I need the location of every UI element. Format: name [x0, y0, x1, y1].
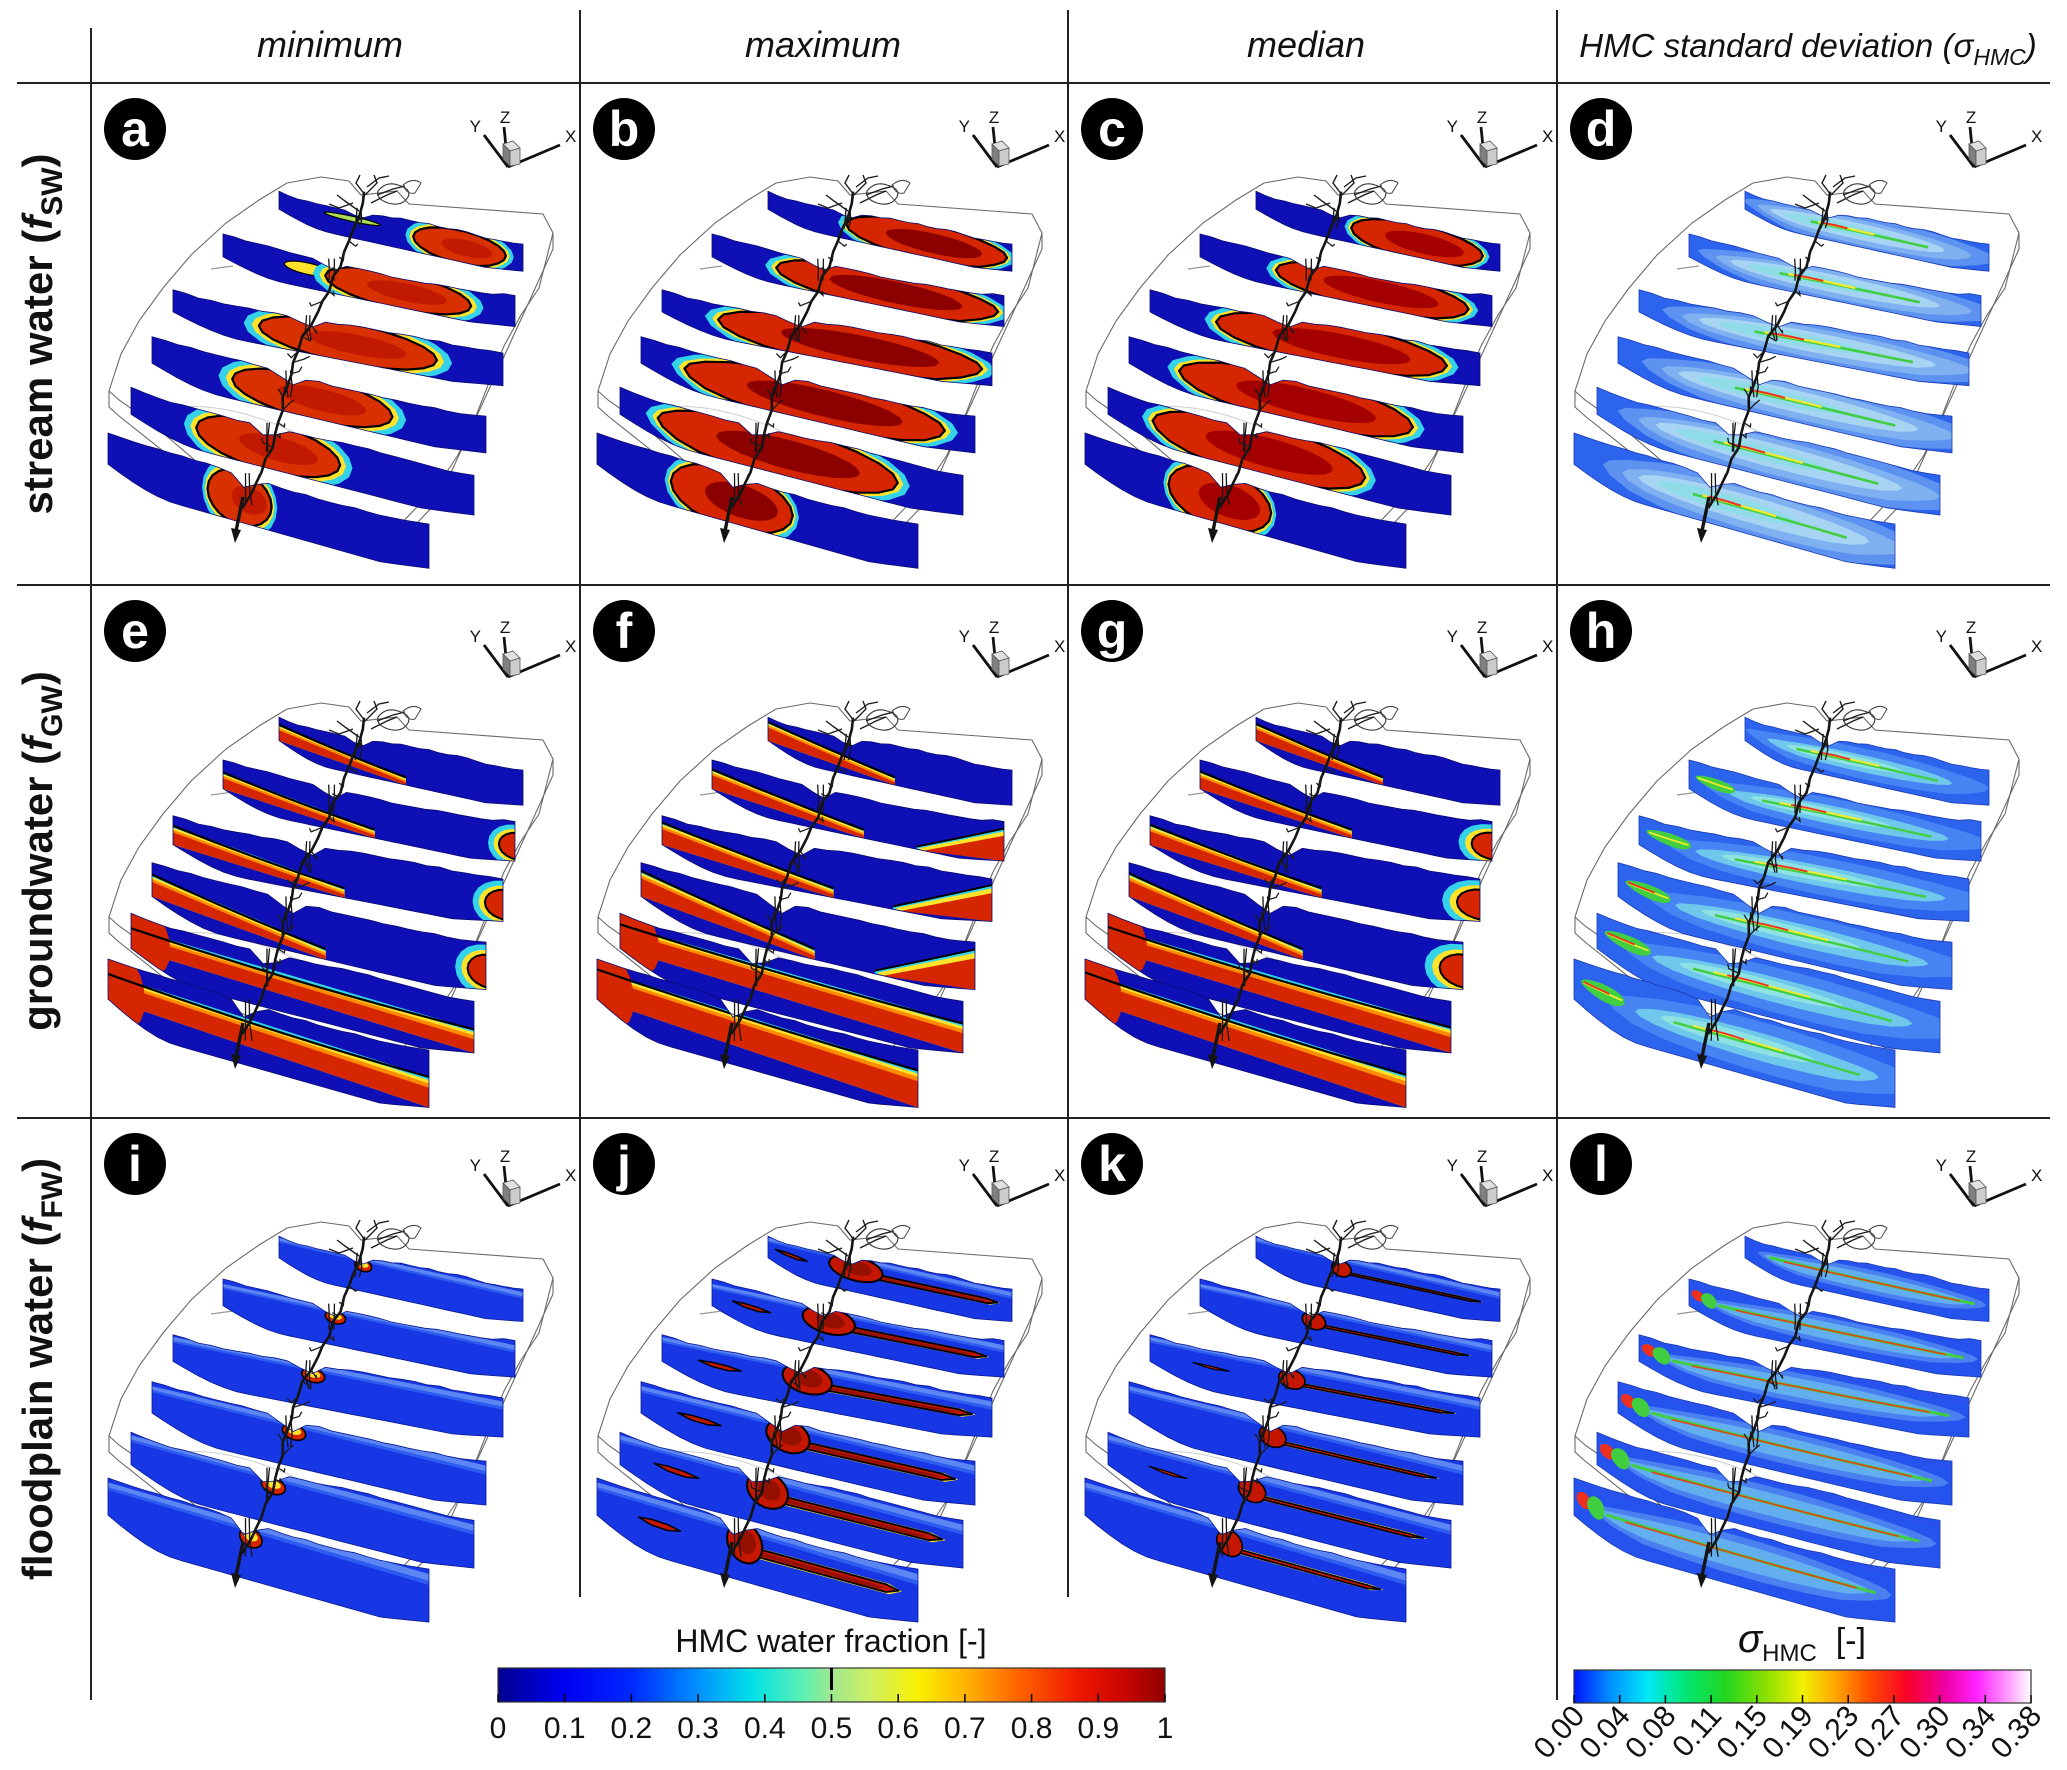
svg-text:h: h [1586, 603, 1617, 659]
svg-text:minimum: minimum [257, 24, 403, 65]
svg-text:g: g [1097, 603, 1128, 659]
svg-text:median: median [1247, 24, 1365, 65]
svg-text:X: X [565, 1166, 576, 1185]
svg-text:floodplain water (fFW): floodplain water (fFW) [14, 1158, 69, 1580]
svg-text:Z: Z [989, 618, 999, 637]
svg-text:j: j [616, 1136, 631, 1192]
svg-text:0.7: 0.7 [944, 1712, 986, 1745]
svg-text:Y: Y [959, 627, 970, 646]
svg-text:c: c [1098, 101, 1126, 157]
svg-text:X: X [2031, 1166, 2042, 1185]
svg-text:l: l [1594, 1136, 1608, 1192]
svg-text:Z: Z [500, 1147, 510, 1166]
svg-text:Z: Z [1966, 618, 1976, 637]
svg-text:Z: Z [1477, 1147, 1487, 1166]
svg-text:Z: Z [1477, 618, 1487, 637]
svg-text:Z: Z [989, 108, 999, 127]
svg-text:Y: Y [959, 117, 970, 136]
svg-text:σHMC [-]: σHMC [-] [1738, 1617, 1866, 1667]
svg-text:Y: Y [1447, 117, 1458, 136]
svg-text:a: a [121, 101, 150, 157]
svg-text:Y: Y [1936, 627, 1947, 646]
svg-text:X: X [1054, 1166, 1065, 1185]
svg-text:Y: Y [1936, 117, 1947, 136]
svg-text:Y: Y [470, 627, 481, 646]
svg-text:0.2: 0.2 [611, 1712, 653, 1745]
svg-text:Z: Z [1966, 108, 1976, 127]
svg-text:0.3: 0.3 [677, 1712, 719, 1745]
svg-text:Z: Z [500, 618, 510, 637]
svg-text:X: X [565, 637, 576, 656]
svg-text:X: X [565, 127, 576, 146]
svg-text:0.9: 0.9 [1077, 1712, 1119, 1745]
svg-text:e: e [121, 603, 149, 659]
svg-text:maximum: maximum [745, 24, 901, 65]
svg-text:X: X [1542, 127, 1553, 146]
svg-text:Y: Y [1447, 1156, 1458, 1175]
svg-text:Z: Z [989, 1147, 999, 1166]
svg-text:X: X [2031, 637, 2042, 656]
svg-text:d: d [1586, 101, 1617, 157]
svg-text:Y: Y [470, 117, 481, 136]
svg-text:k: k [1098, 1136, 1126, 1192]
svg-text:0.8: 0.8 [1011, 1712, 1053, 1745]
svg-text:HMC water fraction [-]: HMC water fraction [-] [675, 1623, 986, 1659]
svg-text:Y: Y [959, 1156, 970, 1175]
svg-text:X: X [2031, 127, 2042, 146]
svg-text:X: X [1054, 637, 1065, 656]
svg-text:1: 1 [1157, 1712, 1174, 1745]
svg-text:0.5: 0.5 [811, 1712, 853, 1745]
svg-text:X: X [1542, 1166, 1553, 1185]
svg-text:0: 0 [490, 1712, 507, 1745]
svg-text:0.6: 0.6 [877, 1712, 919, 1745]
svg-text:HMC standard deviation (σHMC): HMC standard deviation (σHMC) [1579, 27, 2036, 70]
svg-text:Z: Z [1477, 108, 1487, 127]
svg-text:Z: Z [500, 108, 510, 127]
svg-text:Y: Y [1936, 1156, 1947, 1175]
svg-text:X: X [1054, 127, 1065, 146]
svg-text:0.1: 0.1 [544, 1712, 586, 1745]
svg-text:f: f [616, 603, 633, 659]
svg-text:b: b [609, 101, 640, 157]
svg-text:i: i [128, 1136, 142, 1192]
svg-text:0.4: 0.4 [744, 1712, 786, 1745]
svg-text:Y: Y [1447, 627, 1458, 646]
svg-text:Z: Z [1966, 1147, 1976, 1166]
svg-text:Y: Y [470, 1156, 481, 1175]
svg-text:X: X [1542, 637, 1553, 656]
